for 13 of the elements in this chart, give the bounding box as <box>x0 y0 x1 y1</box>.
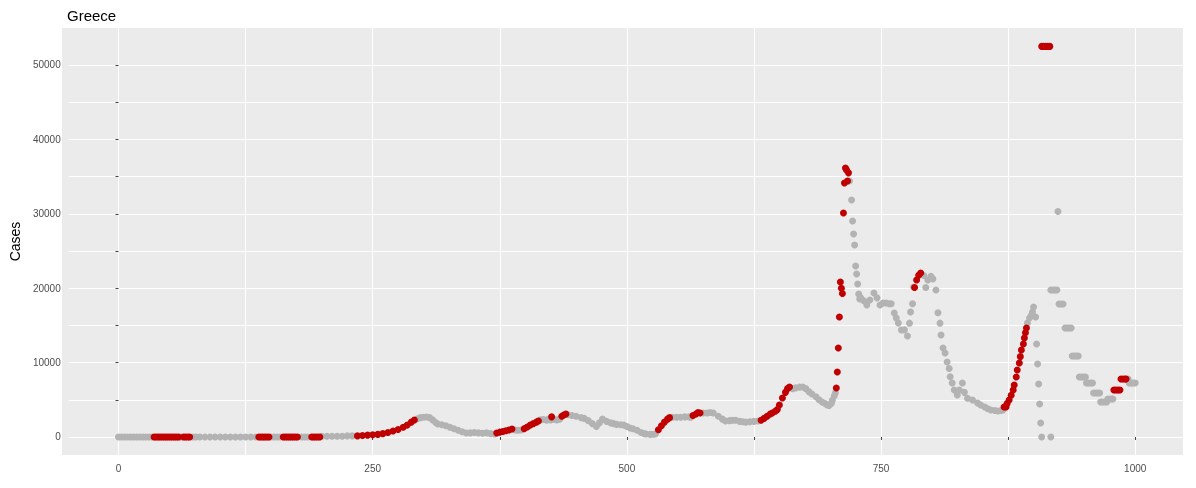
y-tick-label: 10000 <box>32 357 62 369</box>
x-tick-label: 250 <box>364 462 382 474</box>
y-tick-label: 40000 <box>32 133 62 145</box>
x-tick-label: 0 <box>115 462 122 474</box>
chart-title: Greece <box>67 7 117 24</box>
y-tick-label: 20000 <box>32 282 62 294</box>
x-tick-label: 500 <box>618 462 636 474</box>
x-tick-label: 1000 <box>1124 462 1147 474</box>
y-axis-title: Cases <box>7 221 23 262</box>
x-tick-label: 750 <box>872 462 890 474</box>
y-tick-label: 50000 <box>32 59 62 71</box>
y-tick-label: 0 <box>55 431 62 443</box>
y-tick-label: 30000 <box>32 208 62 220</box>
